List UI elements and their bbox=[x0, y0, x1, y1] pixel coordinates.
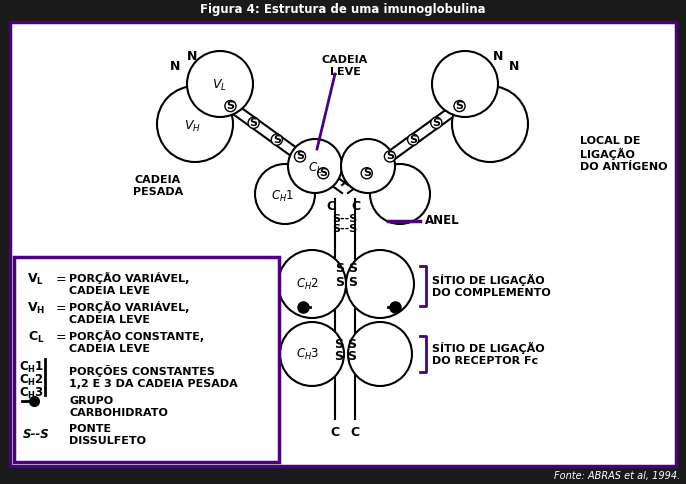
Circle shape bbox=[341, 139, 395, 193]
Text: PORÇÃO CONSTANTE,
CADEIA LEVE: PORÇÃO CONSTANTE, CADEIA LEVE bbox=[69, 330, 204, 354]
Bar bbox=[0, 0, 686, 20]
Text: ANEL: ANEL bbox=[425, 214, 460, 227]
Text: =: = bbox=[56, 331, 67, 344]
Text: N: N bbox=[170, 60, 180, 73]
Text: S--S: S--S bbox=[333, 224, 357, 234]
Text: $V_H$: $V_H$ bbox=[184, 119, 200, 134]
Text: GRUPO
CARBOHIDRATO: GRUPO CARBOHIDRATO bbox=[69, 396, 168, 418]
Text: $C_H2$: $C_H2$ bbox=[296, 276, 320, 291]
Text: PONTE
DISSULFETO: PONTE DISSULFETO bbox=[69, 424, 146, 446]
Text: S: S bbox=[432, 118, 440, 128]
Text: S: S bbox=[335, 262, 344, 275]
Text: =: = bbox=[56, 273, 67, 286]
Text: $\mathbf{V_H}$: $\mathbf{V_H}$ bbox=[27, 301, 45, 316]
Circle shape bbox=[288, 139, 342, 193]
Text: S: S bbox=[273, 135, 281, 145]
Text: S--S: S--S bbox=[23, 428, 49, 441]
Text: $\mathbf{V_L}$: $\mathbf{V_L}$ bbox=[27, 272, 45, 287]
Text: PORÇÃO VARIÁVEL,
CADEIA LEVE: PORÇÃO VARIÁVEL, CADEIA LEVE bbox=[69, 272, 189, 296]
Text: CADEIA
PESADA: CADEIA PESADA bbox=[133, 175, 183, 197]
Text: $C_H3$: $C_H3$ bbox=[296, 347, 320, 362]
Text: N: N bbox=[493, 49, 504, 62]
Text: Figura 4: Estrutura de uma imunoglobulina: Figura 4: Estrutura de uma imunoglobulin… bbox=[200, 3, 486, 16]
Text: C: C bbox=[351, 199, 361, 212]
Circle shape bbox=[432, 51, 498, 117]
Circle shape bbox=[255, 164, 315, 224]
Text: Fonte: ABRAS et al, 1994.: Fonte: ABRAS et al, 1994. bbox=[554, 471, 680, 481]
Text: $V_L$: $V_L$ bbox=[211, 77, 226, 92]
Text: SÍTIO DE LIGAÇÃO
DO RECEPTOR Fc: SÍTIO DE LIGAÇÃO DO RECEPTOR Fc bbox=[432, 342, 545, 366]
Text: SÍTIO DE LIGAÇÃO
DO COMPLEMENTO: SÍTIO DE LIGAÇÃO DO COMPLEMENTO bbox=[432, 274, 551, 298]
Text: PORÇÕES CONSTANTES
1,2 E 3 DA CADEIA PESADA: PORÇÕES CONSTANTES 1,2 E 3 DA CADEIA PES… bbox=[69, 365, 238, 389]
Text: $\mathbf{C_L}$: $\mathbf{C_L}$ bbox=[27, 330, 45, 345]
Circle shape bbox=[370, 164, 430, 224]
Text: S: S bbox=[250, 118, 258, 128]
Text: S: S bbox=[296, 151, 304, 162]
Text: $C_L$: $C_L$ bbox=[308, 161, 322, 176]
Circle shape bbox=[348, 322, 412, 386]
Text: C: C bbox=[331, 425, 340, 439]
Text: S--S: S--S bbox=[333, 214, 357, 224]
Text: S: S bbox=[386, 151, 394, 162]
Text: S: S bbox=[335, 337, 344, 350]
Circle shape bbox=[346, 250, 414, 318]
Text: S: S bbox=[348, 275, 357, 288]
Text: S: S bbox=[348, 262, 357, 275]
Text: N: N bbox=[187, 49, 197, 62]
Text: CADEIA
LEVE: CADEIA LEVE bbox=[322, 55, 368, 77]
Circle shape bbox=[280, 322, 344, 386]
Text: S: S bbox=[363, 168, 370, 178]
Text: N: N bbox=[509, 60, 519, 73]
Text: =: = bbox=[56, 302, 67, 315]
Text: C: C bbox=[327, 199, 335, 212]
Bar bbox=[14, 257, 279, 462]
Text: $C_H1$: $C_H1$ bbox=[272, 188, 294, 204]
Circle shape bbox=[278, 250, 346, 318]
Text: PORÇÃO VARIÁVEL,
CADEIA LEVE: PORÇÃO VARIÁVEL, CADEIA LEVE bbox=[69, 301, 189, 325]
Text: C: C bbox=[351, 425, 359, 439]
Circle shape bbox=[452, 86, 528, 162]
Text: S: S bbox=[335, 349, 344, 363]
Text: S: S bbox=[335, 275, 344, 288]
Text: S: S bbox=[409, 135, 417, 145]
Text: LOCAL DE
LIGAÇÃO
DO ANTÍGENO: LOCAL DE LIGAÇÃO DO ANTÍGENO bbox=[580, 136, 667, 172]
Circle shape bbox=[157, 86, 233, 162]
Text: S: S bbox=[226, 101, 235, 111]
Text: S: S bbox=[456, 101, 464, 111]
Text: $\mathbf{C_H3}$: $\mathbf{C_H3}$ bbox=[19, 386, 45, 401]
Text: $\mathbf{C_H1}$: $\mathbf{C_H1}$ bbox=[19, 360, 45, 375]
Text: S: S bbox=[348, 349, 357, 363]
Circle shape bbox=[187, 51, 253, 117]
Text: $\mathbf{C_H2}$: $\mathbf{C_H2}$ bbox=[19, 373, 45, 388]
Text: S: S bbox=[319, 168, 327, 178]
Text: S: S bbox=[348, 337, 357, 350]
